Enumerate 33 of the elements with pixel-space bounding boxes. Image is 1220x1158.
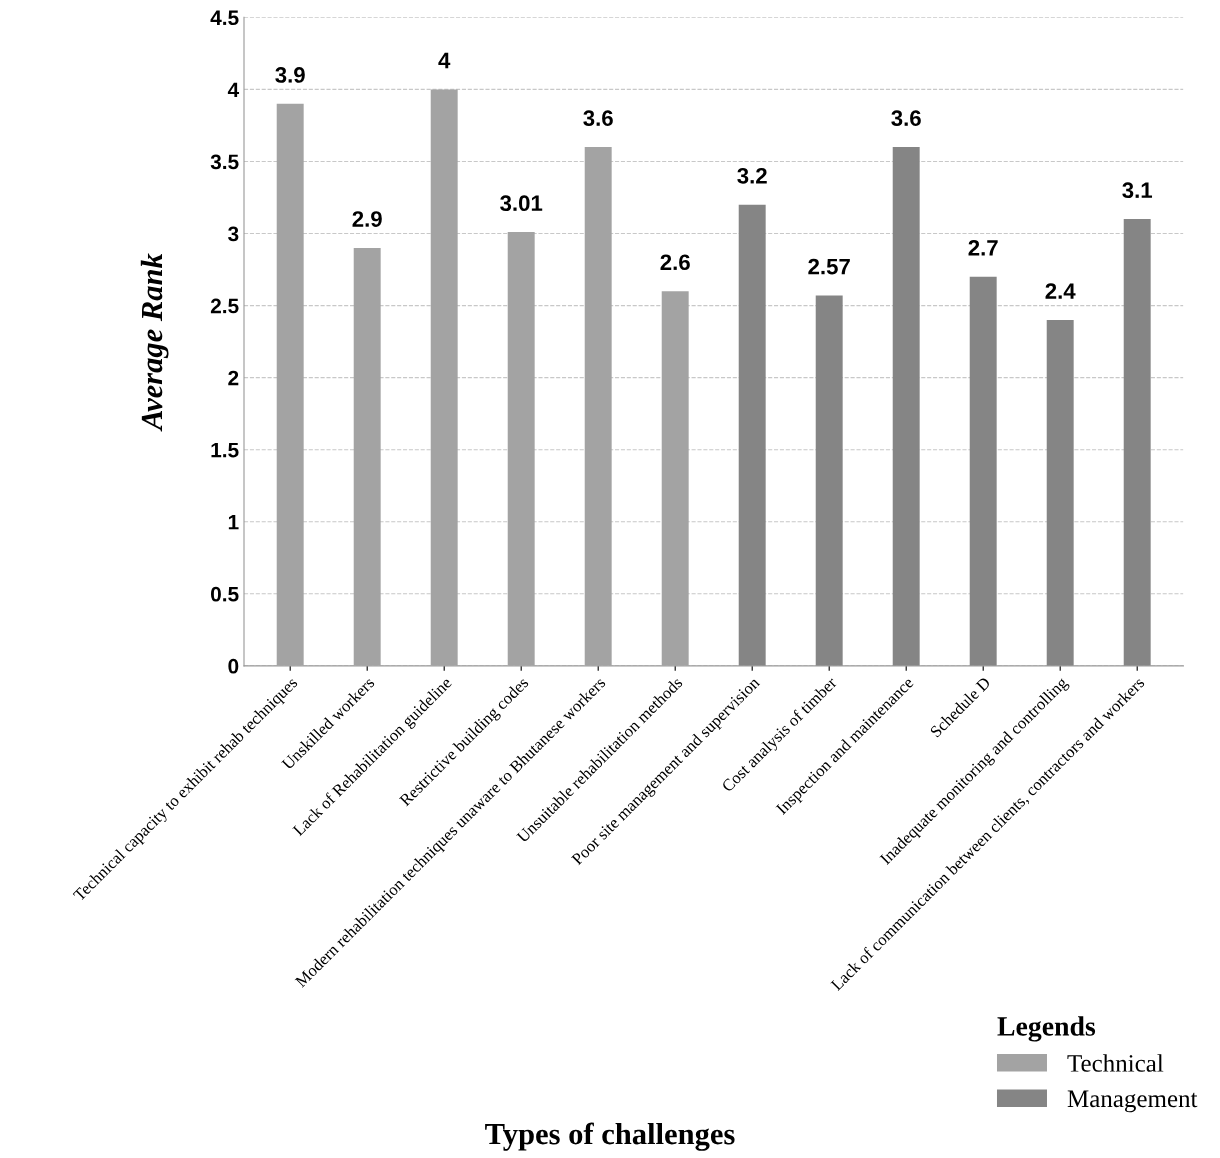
- y-tick-label: 3: [228, 226, 239, 242]
- legend-label: Management: [1067, 1090, 1198, 1113]
- y-tick-label: 1.5: [211, 442, 239, 458]
- data-label: 2.6: [660, 254, 690, 271]
- bar: [1123, 219, 1151, 666]
- legend-title: Legends: [997, 1016, 1096, 1042]
- data-label: 2.7: [968, 239, 998, 256]
- data-label: 3.1: [1122, 182, 1153, 199]
- data-label: 2.57: [808, 258, 850, 275]
- x-axis-title: Types of challenges: [485, 1122, 735, 1151]
- y-tick-label: 0: [228, 658, 239, 674]
- y-tick-label: 2: [228, 370, 239, 386]
- data-label: 4: [438, 52, 451, 69]
- y-tick-label: 4.5: [210, 10, 239, 26]
- bar: [1046, 319, 1074, 666]
- legend-label: Technical: [1067, 1054, 1164, 1072]
- bar: [738, 204, 766, 666]
- data-label: 3.6: [891, 110, 921, 127]
- data-label: 3.2: [737, 167, 767, 184]
- data-label: 2.9: [352, 211, 382, 227]
- bar: [969, 276, 997, 666]
- y-tick-label: 2.5: [210, 298, 239, 314]
- bar: [815, 295, 843, 666]
- bar: [892, 147, 920, 666]
- data-label: 3.6: [583, 110, 613, 127]
- data-label: 3.9: [275, 67, 305, 83]
- y-tick-label: 0.5: [211, 586, 239, 602]
- data-label: 2.4: [1045, 283, 1076, 299]
- data-label: 3.01: [500, 195, 543, 212]
- y-tick-label: 4: [227, 82, 240, 97]
- y-axis-title: Average Rank: [140, 253, 169, 432]
- y-tick-label: 3.5: [210, 154, 239, 170]
- y-tick-label: 1: [228, 514, 239, 530]
